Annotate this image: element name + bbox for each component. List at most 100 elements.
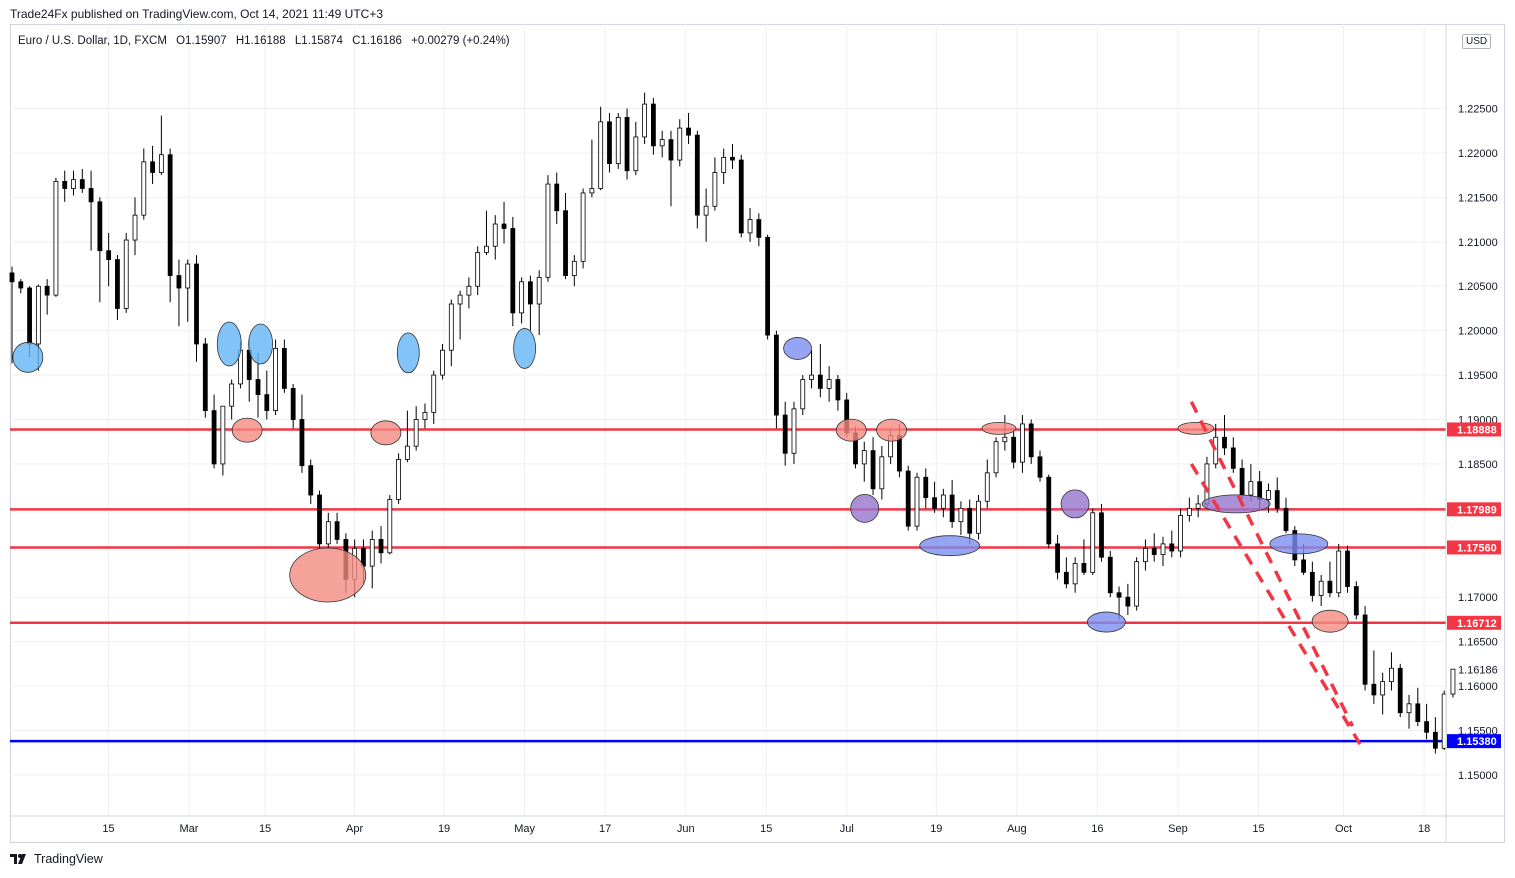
y-tick-label: 1.21000 — [1458, 237, 1498, 249]
candle-up — [633, 136, 639, 172]
dashed-trendline — [1189, 400, 1355, 727]
candle-up — [141, 161, 147, 216]
publisher-text: Trade24Fx published on TradingView.com, … — [10, 7, 383, 21]
chart-frame[interactable] — [10, 24, 1505, 843]
candle-up — [396, 459, 401, 500]
level-label: 1.15380 — [1457, 736, 1497, 748]
marker-pink — [231, 417, 263, 443]
candle-up — [712, 172, 718, 207]
candle-down — [1055, 543, 1060, 573]
footer-brand-label: TradingView — [34, 852, 103, 866]
marker-pink — [1177, 421, 1215, 435]
chart-grid — [10, 24, 1446, 816]
level-label-box — [1447, 615, 1501, 630]
candle-down — [624, 117, 630, 172]
candle-up — [826, 379, 832, 389]
marker-light-blue — [396, 332, 420, 374]
marker-blue — [919, 535, 981, 557]
level-label-box — [1447, 734, 1501, 749]
candle-down — [967, 507, 973, 534]
candle-down — [501, 223, 507, 229]
candle-down — [765, 236, 771, 336]
candle-down — [835, 379, 841, 401]
candle-down — [817, 374, 823, 389]
candle-up — [273, 348, 278, 412]
y-tick-label: 1.17000 — [1458, 592, 1498, 604]
candle-down — [97, 201, 103, 252]
y-tick-label: 1.18500 — [1458, 459, 1498, 471]
x-tick-label: 15 — [760, 823, 772, 835]
x-tick-label: Oct — [1335, 823, 1352, 835]
candle-up — [914, 476, 920, 527]
candle-down — [1397, 667, 1403, 714]
candle-down — [62, 180, 68, 189]
candle-up — [123, 239, 129, 309]
candle-down — [167, 154, 173, 276]
candle-down — [510, 228, 516, 314]
candle-up — [404, 445, 410, 460]
marker-pink — [1311, 609, 1349, 633]
level-labels: 1.18888 1.17989 1.17560 1.16712 1.15380 — [1447, 422, 1501, 749]
marker-blue — [1269, 533, 1329, 555]
candle-up — [71, 179, 76, 189]
candle-up — [642, 103, 648, 138]
candle-up — [536, 276, 542, 305]
candle-down — [9, 272, 15, 283]
horizontal-levels — [10, 428, 1446, 743]
candle-down — [1046, 476, 1052, 545]
chart-legend: Euro / U.S. Dollar, 1D, FXCM O1.15907 H1… — [18, 35, 516, 47]
tradingview-logo-icon — [10, 854, 26, 864]
candle-up — [659, 139, 665, 147]
x-tick-label: Sep — [1168, 823, 1188, 835]
candle-up — [809, 374, 814, 380]
candle-down — [299, 419, 305, 467]
candle-up — [448, 303, 454, 351]
candle-down — [255, 379, 261, 396]
legend-low: L1.15874 — [294, 35, 343, 47]
candle-down — [334, 521, 340, 540]
x-tick-label: 15 — [102, 823, 114, 835]
candle-down — [308, 465, 314, 496]
candle-down — [730, 156, 735, 161]
level-label: 1.18888 — [1457, 424, 1497, 436]
marker-blue — [783, 337, 812, 360]
candle-up — [387, 499, 393, 554]
candle-down — [738, 159, 744, 234]
candle-down — [774, 334, 779, 416]
candle-down — [1274, 490, 1280, 509]
marker-light-blue — [513, 328, 537, 369]
trendlines — [1189, 400, 1363, 748]
level-label-box — [1447, 540, 1501, 555]
candlestick-series — [9, 92, 1456, 754]
currency-badge[interactable]: USD — [1462, 34, 1492, 49]
candle-down — [1116, 592, 1122, 598]
candle-up — [747, 219, 753, 234]
candle-down — [1037, 456, 1043, 478]
candle-up — [1389, 667, 1394, 683]
candle-down — [1432, 731, 1438, 749]
candle-up — [1178, 515, 1183, 552]
candle-down — [88, 188, 94, 203]
candle-down — [378, 539, 384, 554]
candle-down — [1424, 721, 1429, 733]
footer-brand[interactable]: TradingView — [10, 852, 103, 866]
candle-down — [923, 476, 929, 499]
candle-down — [756, 219, 762, 238]
candle-down — [27, 287, 32, 345]
y-tick-label: 1.22000 — [1458, 148, 1498, 160]
candle-up — [1213, 436, 1219, 465]
candle-up — [484, 245, 489, 253]
candle-up — [545, 183, 551, 278]
candle-down — [1011, 436, 1017, 463]
marker-light-blue — [216, 321, 242, 367]
last-price-label: 1.16186 — [1458, 665, 1498, 677]
candle-up — [35, 285, 41, 345]
candle-up — [1002, 436, 1008, 443]
candle-up — [369, 539, 375, 567]
candle-down — [1283, 507, 1289, 531]
candle-up — [721, 156, 727, 173]
legend-open: O1.15907 — [176, 35, 227, 47]
candle-down — [211, 410, 217, 465]
annotation-markers — [12, 321, 1349, 633]
